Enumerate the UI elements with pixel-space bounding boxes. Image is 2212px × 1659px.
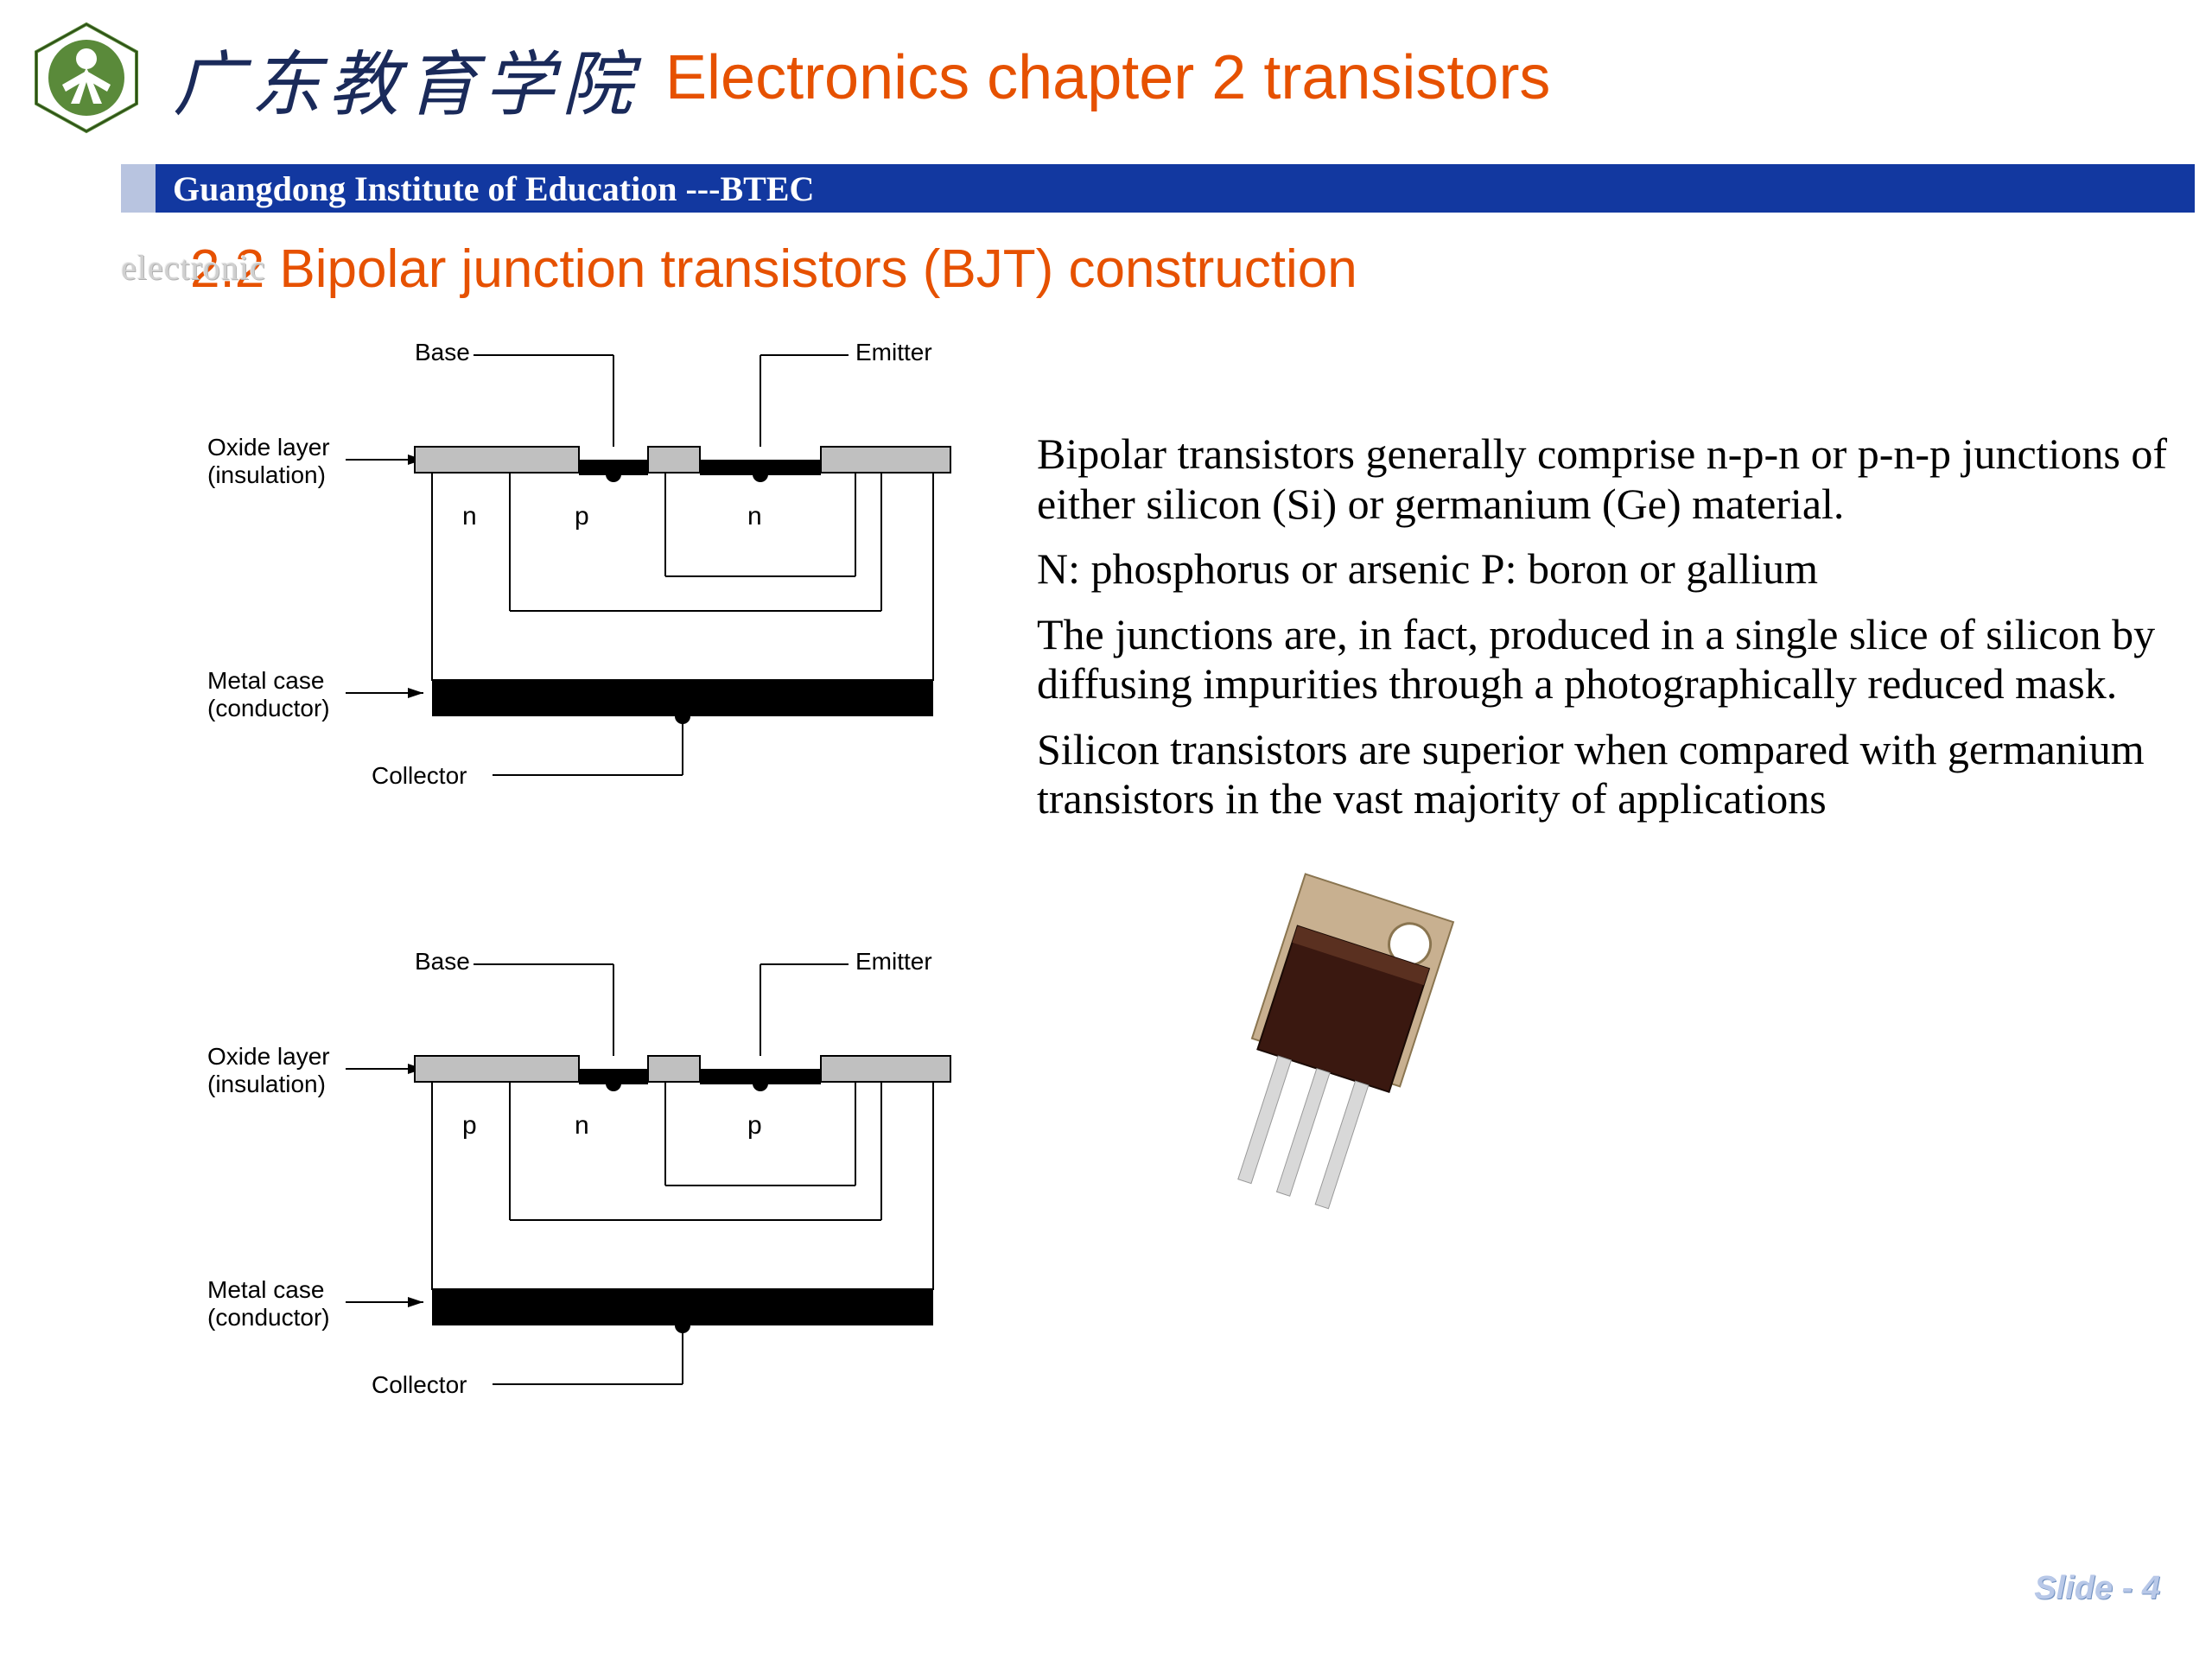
label-oxide-sub: (insulation) [207,1071,326,1097]
label-collector: Collector [372,1371,467,1398]
paragraph-1: Bipolar transistors generally comprise n… [1037,429,2177,529]
paragraph-3: The junctions are, in fact, produced in … [1037,610,2177,709]
label-metal: Metal case [207,667,324,694]
npn-cross-section-diagram: Base Emitter Oxide layer (insulation) [104,326,985,879]
label-metal-sub: (conductor) [207,1304,330,1331]
banner-text: Guangdong Institute of Education ---BTEC [156,164,2195,213]
pnp-cross-section-diagram: Base Emitter Oxide layer (insulation) p [104,935,985,1488]
label-metal: Metal case [207,1276,324,1303]
label-collector: Collector [372,762,467,789]
paragraph-2: N: phosphorus or arsenic P: boron or gal… [1037,544,2177,594]
text-column: Bipolar transistors generally comprise n… [1037,326,2177,1544]
diagrams-column: Base Emitter Oxide layer (insulation) [104,326,985,1544]
region-n-left: n [462,502,477,531]
label-base: Base [415,339,470,365]
region-n: n [575,1111,589,1140]
label-metal-sub: (conductor) [207,695,330,721]
label-emitter: Emitter [855,339,932,365]
chinese-institute-name: 广东教育学院 [173,27,639,130]
course-title: Electronics chapter 2 transistors [665,42,1550,113]
institute-logo-icon [26,17,147,138]
region-p-left: p [462,1111,477,1140]
paragraph-4: Silicon transistors are superior when co… [1037,725,2177,824]
content-area: Base Emitter Oxide layer (insulation) [0,326,2212,1544]
slide-number: Slide - 4 [2034,1570,2160,1607]
banner-accent [121,164,156,213]
label-emitter: Emitter [855,948,932,975]
label-oxide-sub: (insulation) [207,461,326,488]
region-p: p [575,502,589,531]
region-p-right: p [747,1111,762,1140]
label-base: Base [415,948,470,975]
header: 广东教育学院 Electronics chapter 2 transistors [0,0,2212,147]
region-n-right: n [747,502,762,531]
label-oxide: Oxide layer [207,1043,330,1070]
section-title: 2.2 Bipolar junction transistors (BJT) c… [190,238,2212,300]
label-oxide: Oxide layer [207,434,330,461]
watermark-text: electronic [121,247,266,288]
banner: Guangdong Institute of Education ---BTEC [121,164,2195,213]
transistor-photo-icon [1158,866,1521,1229]
